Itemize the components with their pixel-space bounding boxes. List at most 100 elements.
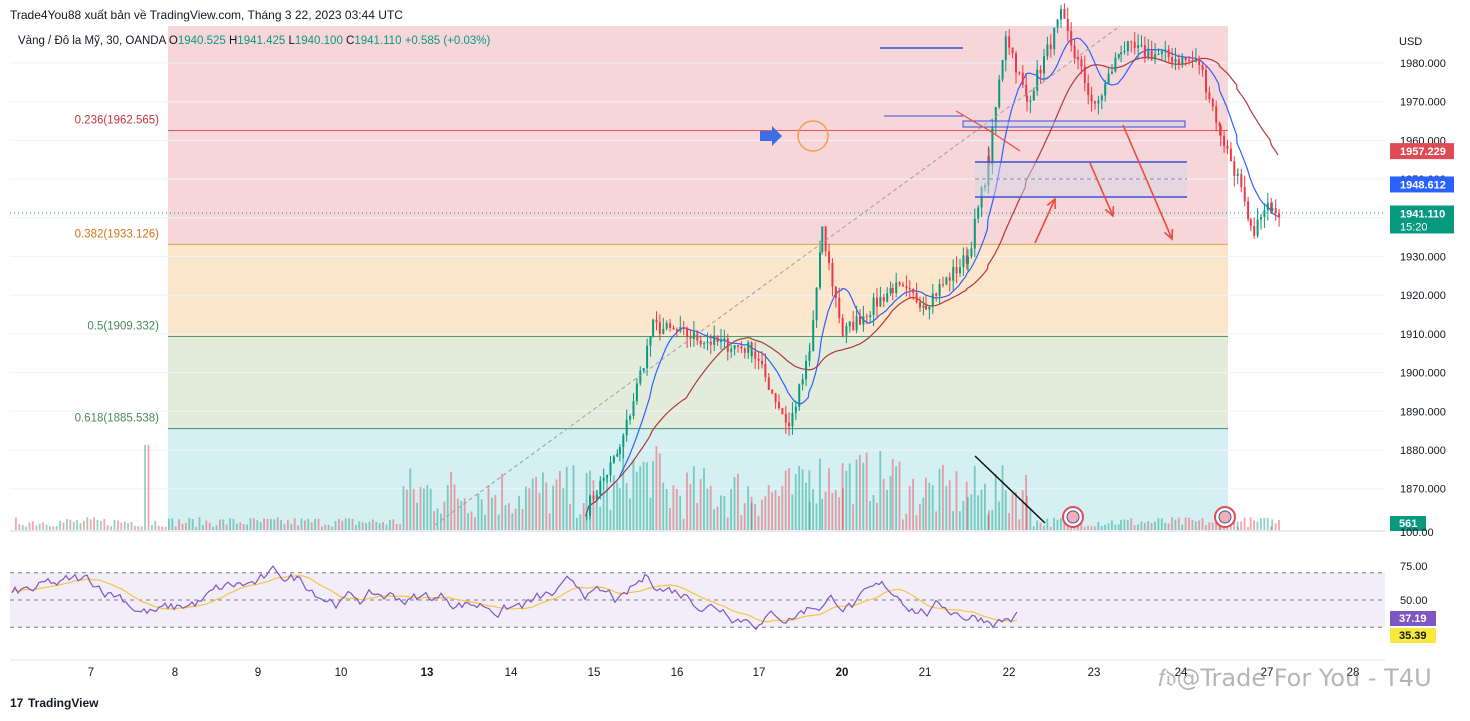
high-label: H — [228, 35, 238, 47]
volume-badge — [1390, 516, 1426, 531]
volume-bar — [915, 515, 918, 530]
volume-bar — [229, 518, 231, 530]
candle-body — [821, 226, 824, 253]
volume-bar — [576, 517, 578, 530]
price-tick-label: 1930.000 — [1400, 252, 1446, 264]
volume-bar — [1063, 520, 1066, 530]
time-axis[interactable]: 7 8 9 10 13 14 15 16 17 20 21 22 23 24 27 28 — [10, 659, 1385, 679]
candle-body — [1223, 135, 1226, 146]
volume-bar — [76, 519, 78, 530]
volume-bar — [491, 497, 493, 530]
candle-body — [1274, 207, 1277, 214]
volume-bar — [1201, 518, 1204, 530]
publisher-line: Trade4You88 xuất bản về TradingView.com,… — [10, 8, 403, 22]
candle-body — [831, 263, 834, 287]
candle-body — [1154, 54, 1157, 60]
volume-bar — [100, 520, 102, 530]
candle-body — [1253, 226, 1256, 236]
volume-bar — [834, 490, 837, 530]
candle-body — [781, 407, 784, 415]
price-badge-label: 1957.229 — [1400, 146, 1446, 158]
volume-bar — [45, 524, 48, 530]
volume-bar — [205, 520, 208, 530]
candle-body — [1036, 69, 1039, 91]
symbol-name: Vàng / Đô la Mỹ, 30, OANDA — [18, 35, 166, 47]
volume-bar — [821, 498, 824, 530]
volume-bar — [348, 518, 350, 530]
candle-body — [876, 297, 878, 307]
volume-bar — [518, 495, 520, 530]
price-axis[interactable]: USD 1870.000 1880.000 1890.000 1900.000 1910.… — [1390, 36, 1454, 531]
candle-body — [740, 346, 743, 349]
candle-body — [1032, 90, 1035, 101]
candle-body — [682, 327, 685, 329]
volume-bar — [327, 525, 330, 530]
volume-bar — [908, 486, 911, 530]
volume-bar — [1240, 521, 1243, 530]
candle-body — [665, 323, 668, 329]
candle-body — [1263, 210, 1266, 218]
volume-bar — [266, 518, 269, 530]
candle-body — [747, 342, 750, 353]
volume-bar — [208, 522, 211, 530]
volume-bar — [602, 490, 605, 530]
rsi-pane: 50.00 75.00 100.00 37.19 35.39 — [10, 527, 1436, 643]
volume-bar — [1236, 526, 1239, 530]
volume-bar — [1215, 519, 1217, 530]
volume-bar — [168, 518, 170, 530]
volume-bar — [525, 486, 527, 530]
candle-body — [1029, 100, 1032, 102]
volume-bar — [865, 452, 868, 530]
candle-body — [1090, 94, 1093, 102]
volume-bar — [49, 526, 51, 530]
volume-bar — [259, 522, 262, 530]
candle-body — [589, 495, 592, 516]
volume-bar — [931, 485, 934, 530]
candle-body — [891, 288, 894, 294]
candle-body — [919, 302, 921, 308]
volume-bar — [406, 489, 408, 530]
volume-bar — [696, 503, 699, 530]
down-arrow-long — [1122, 124, 1173, 240]
volume-bar — [514, 508, 517, 530]
rsi-badge — [1390, 628, 1436, 643]
volume-bar — [416, 502, 418, 530]
volume-bar — [270, 518, 272, 530]
volume-bar — [55, 526, 58, 530]
volume-bar — [788, 468, 790, 530]
highlight-circle — [797, 120, 829, 152]
price-badge — [1390, 176, 1454, 193]
volume-bar — [812, 489, 814, 530]
volume-bar — [378, 523, 381, 530]
volume-bar — [446, 485, 449, 530]
fib-level-label: 0.382(1933.126) — [75, 228, 160, 240]
volume-bar — [848, 463, 851, 530]
volume-bar — [955, 471, 958, 530]
volume-bar — [991, 509, 994, 530]
volume-bar — [1205, 525, 1207, 530]
fib-zone — [168, 130, 1228, 245]
volume-bar — [181, 523, 184, 530]
volume-bar — [838, 497, 841, 530]
time-tick-label: 17 — [753, 667, 766, 679]
volume-bar — [672, 485, 675, 530]
candle-body — [977, 207, 980, 219]
volume-bar — [1191, 519, 1194, 530]
volume-bar — [123, 521, 126, 530]
volume-bar — [733, 477, 736, 530]
time-tick-label: 23 — [1088, 667, 1101, 679]
volume-bar — [1266, 517, 1269, 530]
volume-bar — [784, 470, 787, 530]
volume-bar — [137, 526, 140, 530]
volume-bar — [521, 509, 524, 530]
tradingview-brand[interactable]: 17 TradingView — [10, 696, 98, 710]
volume-bar — [1094, 526, 1096, 530]
volume-bar — [1130, 518, 1133, 530]
symbol-legend[interactable]: Vàng / Đô la Mỹ, 30, OANDA O1940.525 H19… — [18, 35, 490, 47]
candle-body — [1021, 72, 1024, 85]
volume-bar — [508, 503, 510, 530]
candle-body — [1066, 18, 1069, 32]
volume-bar — [555, 479, 558, 530]
price-badge-label: 1948.612 — [1400, 179, 1446, 191]
